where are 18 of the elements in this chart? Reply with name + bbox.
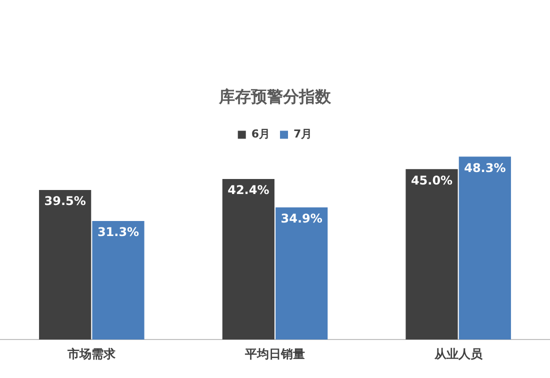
x-tick-label: 从业人员 (433, 346, 484, 361)
data-label: 39.5% (44, 194, 86, 208)
bar (276, 207, 328, 340)
chart-title: 库存预警分指数 (218, 86, 332, 106)
x-tick-label: 平均日销量 (244, 346, 305, 361)
data-label: 42.4% (228, 183, 270, 198)
data-label: 45.0% (410, 173, 453, 188)
x-tick-label: 市场需求 (66, 346, 117, 361)
bar (222, 178, 274, 340)
data-label: 31.3% (97, 225, 140, 240)
data-label: 34.9% (280, 212, 322, 226)
bar (458, 156, 511, 340)
legend-label: 6月 (251, 128, 270, 141)
data-label: 48.3% (464, 160, 506, 175)
bar (39, 190, 92, 340)
bar (92, 221, 144, 340)
bar (406, 169, 458, 340)
legend-label: 7月 (294, 128, 312, 141)
